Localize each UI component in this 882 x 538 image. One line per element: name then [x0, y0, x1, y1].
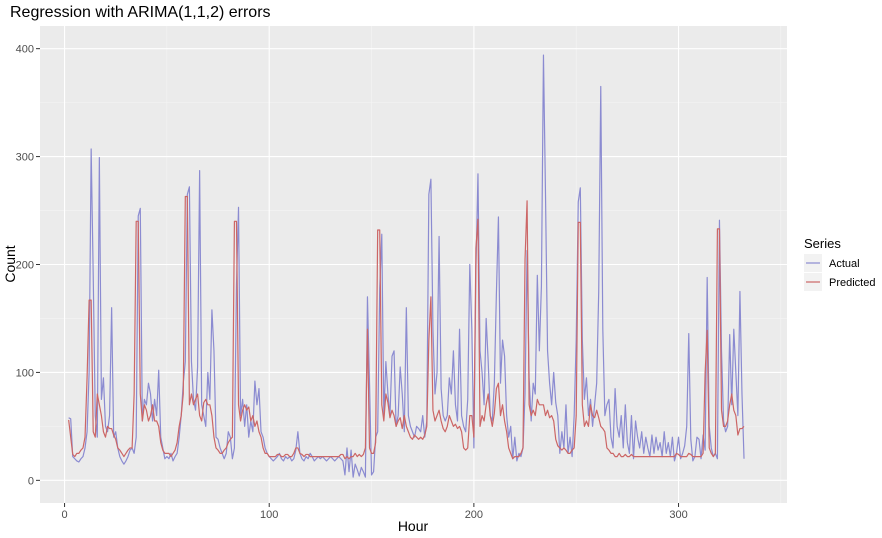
x-tick-label: 200: [465, 509, 483, 521]
y-tick-label: 0: [28, 475, 34, 487]
y-tick-label: 300: [16, 152, 34, 164]
series-layer: [68, 54, 745, 478]
x-axis-title: Hour: [398, 518, 429, 534]
y-axis-title: Count: [2, 245, 18, 282]
x-tick-label: 0: [61, 509, 67, 521]
legend-items: Actual Predicted: [804, 254, 875, 291]
x-tick-label: 300: [669, 509, 687, 521]
y-tick-label: 400: [16, 44, 34, 56]
x-axis: 0 100 200 300: [61, 503, 688, 521]
legend: Series Actual Predicted: [804, 236, 875, 291]
y-tick-label: 200: [16, 260, 34, 272]
x-tick-label: 100: [260, 509, 278, 521]
series-line-predicted: [68, 195, 745, 460]
legend-label-actual: Actual: [829, 258, 860, 270]
legend-title: Series: [804, 236, 841, 251]
y-axis: 0 100 200 300 400: [16, 44, 40, 487]
y-tick-label: 100: [16, 367, 34, 379]
chart-title: Regression with ARIMA(1,1,2) errors: [10, 4, 271, 21]
legend-label-predicted: Predicted: [829, 277, 875, 289]
